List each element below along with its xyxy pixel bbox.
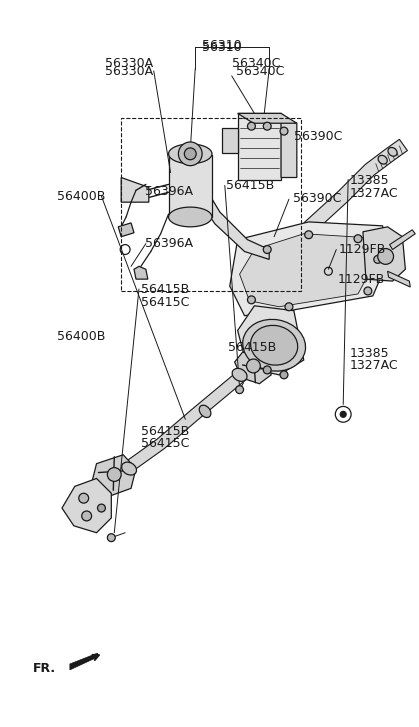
Ellipse shape <box>122 462 137 475</box>
Text: 56310: 56310 <box>202 41 242 54</box>
Polygon shape <box>304 140 407 233</box>
Text: 56400B: 56400B <box>57 330 106 343</box>
Circle shape <box>82 511 92 521</box>
Polygon shape <box>240 234 373 307</box>
Text: 56396A: 56396A <box>145 185 193 198</box>
Polygon shape <box>281 119 297 177</box>
Polygon shape <box>168 155 212 217</box>
Polygon shape <box>238 113 297 124</box>
Circle shape <box>107 467 121 481</box>
Polygon shape <box>62 478 111 533</box>
Circle shape <box>178 142 202 166</box>
Text: 56415C: 56415C <box>141 438 189 451</box>
Ellipse shape <box>251 326 298 365</box>
Text: 1327AC: 1327AC <box>350 359 399 372</box>
Ellipse shape <box>199 405 211 417</box>
Circle shape <box>246 359 260 373</box>
Text: 56390C: 56390C <box>294 129 342 142</box>
Polygon shape <box>238 113 281 180</box>
Circle shape <box>280 371 288 379</box>
Ellipse shape <box>243 319 305 371</box>
Bar <box>121 119 301 291</box>
Ellipse shape <box>232 369 247 382</box>
Polygon shape <box>121 177 149 202</box>
Ellipse shape <box>388 148 397 156</box>
Polygon shape <box>222 128 238 153</box>
Circle shape <box>374 255 382 263</box>
Polygon shape <box>116 361 258 478</box>
Circle shape <box>263 246 271 254</box>
Text: 13385: 13385 <box>350 174 390 187</box>
Polygon shape <box>388 271 410 287</box>
Polygon shape <box>188 172 269 260</box>
Circle shape <box>354 235 362 243</box>
Text: 56340C: 56340C <box>235 65 284 79</box>
Text: 56415C: 56415C <box>141 297 189 309</box>
Text: 1129FB: 1129FB <box>338 243 385 256</box>
Circle shape <box>98 504 106 512</box>
Text: 13385: 13385 <box>350 347 390 360</box>
Text: 56340C: 56340C <box>232 57 280 70</box>
Ellipse shape <box>168 207 212 227</box>
Polygon shape <box>235 352 271 384</box>
Circle shape <box>79 493 89 503</box>
Polygon shape <box>92 455 136 497</box>
Polygon shape <box>390 230 415 249</box>
Text: 1327AC: 1327AC <box>350 187 399 200</box>
Circle shape <box>305 230 313 238</box>
Text: 56415B: 56415B <box>141 284 189 297</box>
Circle shape <box>184 148 196 160</box>
Polygon shape <box>230 222 388 316</box>
Circle shape <box>263 122 271 130</box>
Polygon shape <box>118 223 134 237</box>
Text: FR.: FR. <box>32 662 55 675</box>
Circle shape <box>285 303 293 310</box>
Polygon shape <box>134 266 148 279</box>
Polygon shape <box>238 306 304 375</box>
Polygon shape <box>70 653 98 670</box>
Text: 56330A: 56330A <box>105 57 153 70</box>
Text: 56396A: 56396A <box>145 237 193 250</box>
Circle shape <box>340 411 346 417</box>
Circle shape <box>107 534 115 542</box>
Text: 56400B: 56400B <box>57 190 106 203</box>
Circle shape <box>280 127 288 135</box>
Text: 56330A: 56330A <box>105 65 153 79</box>
Text: 56310: 56310 <box>202 39 242 52</box>
Circle shape <box>263 366 271 374</box>
Text: 56415B: 56415B <box>228 341 276 354</box>
Polygon shape <box>363 227 405 281</box>
Text: 56390C: 56390C <box>293 192 341 205</box>
Circle shape <box>248 122 256 130</box>
Ellipse shape <box>168 144 212 164</box>
Circle shape <box>378 249 393 265</box>
Text: 56415B: 56415B <box>226 179 274 192</box>
Circle shape <box>235 386 243 393</box>
Circle shape <box>364 287 372 295</box>
Circle shape <box>248 296 256 304</box>
Ellipse shape <box>378 156 387 164</box>
Text: 56415B: 56415B <box>141 425 189 438</box>
Text: 1129FB: 1129FB <box>337 273 385 286</box>
